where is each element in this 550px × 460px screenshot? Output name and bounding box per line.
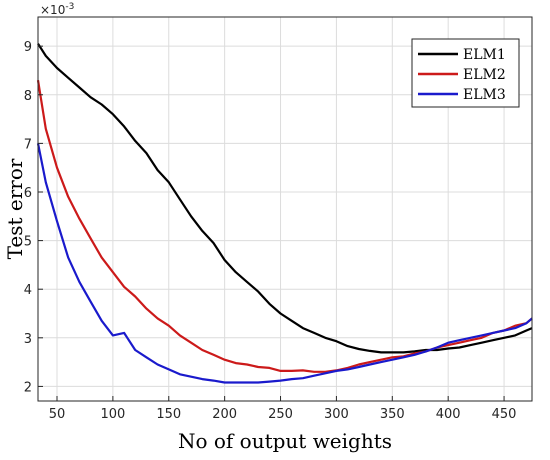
y-tick-label: 5: [24, 235, 32, 250]
y-tick-label: 2: [24, 380, 32, 395]
x-tick-label: 350: [380, 407, 405, 422]
legend-label-elm2: ELM2: [463, 67, 506, 83]
x-tick-label: 50: [49, 407, 66, 422]
x-tick-label: 100: [100, 407, 125, 422]
x-tick-label: 300: [324, 407, 349, 422]
x-tick-label: 150: [156, 407, 181, 422]
x-tick-label: 450: [492, 407, 517, 422]
x-tick-label: 250: [268, 407, 293, 422]
y-tick-label: 6: [24, 186, 32, 201]
series-line-elm2: [36, 80, 533, 373]
y-tick-label: 7: [24, 137, 32, 152]
legend-label-elm1: ELM1: [463, 47, 506, 63]
y-axis-exponent: ×10-3: [40, 2, 74, 17]
series-layer: [36, 43, 533, 384]
series-line-elm3: [36, 143, 533, 384]
legend: ELM1 ELM2 ELM3: [411, 38, 520, 108]
y-tick-label: 4: [24, 283, 32, 298]
x-tick-label: 400: [436, 407, 461, 422]
y-tick-label: 9: [24, 40, 32, 55]
x-axis-label: No of output weights: [178, 429, 392, 453]
x-axis-ticks: 50 100 150 200 250 300 350 400 450: [49, 396, 517, 422]
plot-frame: [37, 16, 533, 402]
y-axis-ticks: 2 3 4 5 6 7 8 9: [24, 40, 43, 395]
x-tick-label: 200: [212, 407, 237, 422]
y-tick-label: 3: [24, 332, 32, 347]
y-tick-label: 8: [24, 89, 32, 104]
legend-label-elm3: ELM3: [463, 87, 506, 103]
y-axis-label: Test error: [3, 158, 27, 259]
series-line-elm1: [37, 43, 533, 354]
